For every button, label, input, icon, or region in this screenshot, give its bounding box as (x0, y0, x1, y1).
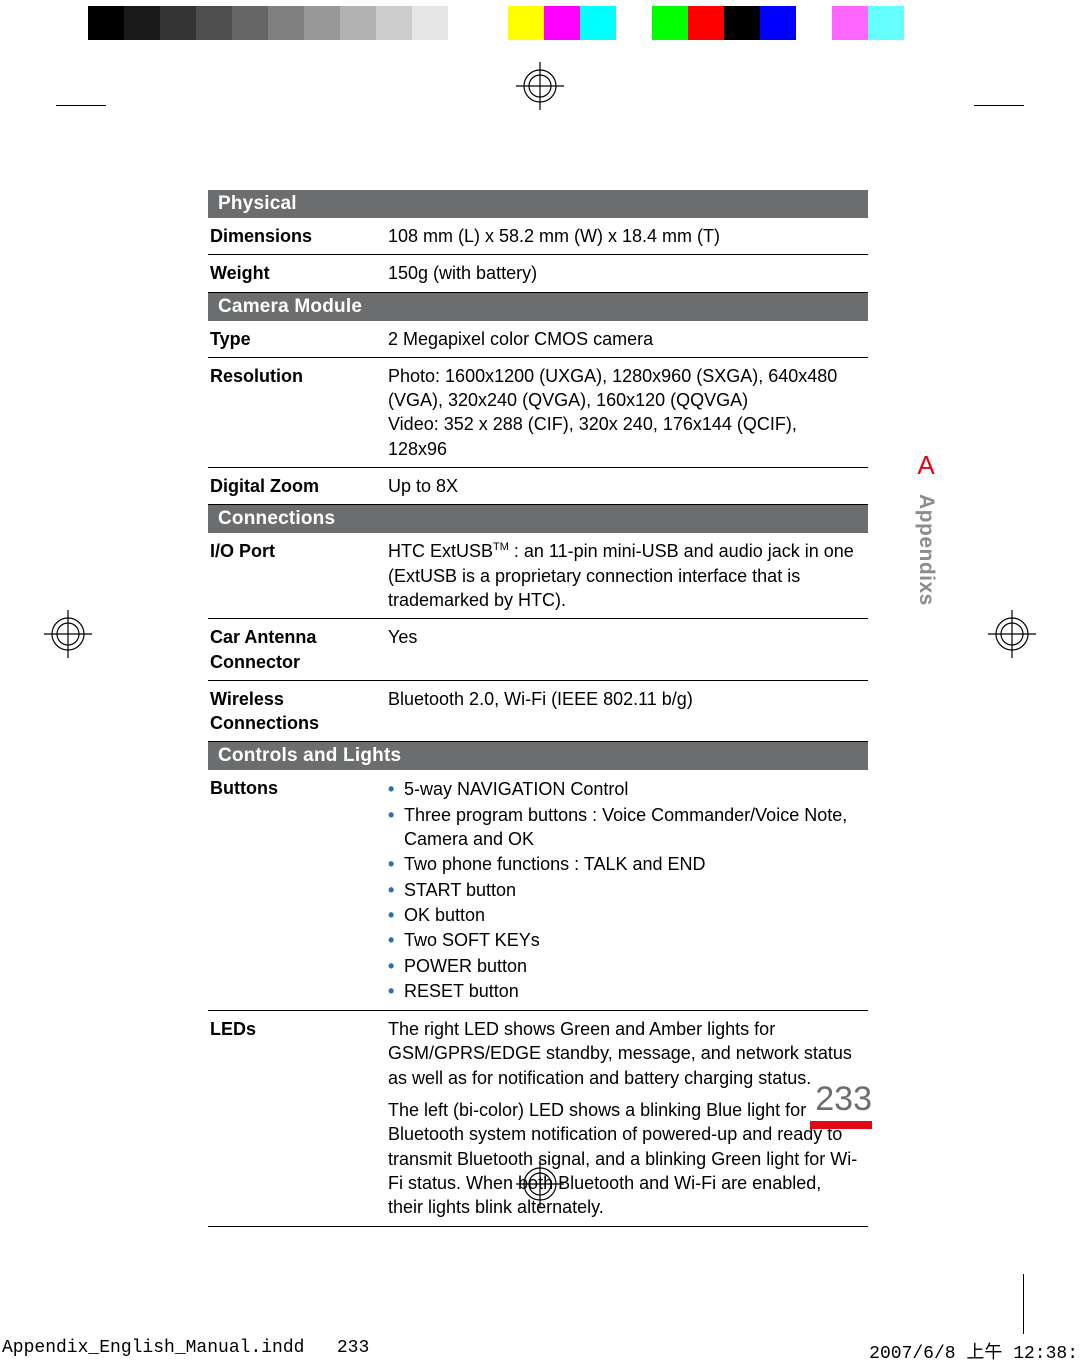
color-swatch (580, 6, 616, 40)
table-row: Weight150g (with battery) (208, 255, 868, 292)
color-swatch (412, 6, 448, 40)
spec-line: 108 mm (L) x 58.2 mm (W) x 18.4 mm (T) (388, 224, 858, 248)
color-swatch (0, 6, 88, 40)
list-item: Two SOFT KEYs (388, 928, 858, 952)
color-swatch (448, 6, 508, 40)
list-item: START button (388, 878, 858, 902)
page-number: 233 (810, 1080, 872, 1119)
specifications-table: PhysicalDimensions108 mm (L) x 58.2 mm (… (208, 190, 868, 1227)
spec-label: Car Antenna Connector (208, 619, 388, 681)
color-swatch (796, 6, 832, 40)
spec-label: Wireless Connections (208, 680, 388, 742)
spec-label: Resolution (208, 357, 388, 467)
table-row: I/O PortHTC ExtUSBTM : an 11-pin mini-US… (208, 533, 868, 618)
spec-label: Dimensions (208, 218, 388, 255)
spec-line: Up to 8X (388, 474, 858, 498)
spec-value: Bluetooth 2.0, Wi-Fi (IEEE 802.11 b/g) (388, 680, 868, 742)
page-number-block: 233 (810, 1080, 872, 1129)
spec-line: 150g (with battery) (388, 261, 858, 285)
spec-paragraph: The right LED shows Green and Amber ligh… (388, 1017, 858, 1090)
color-swatch (196, 6, 232, 40)
table-row: LEDsThe right LED shows Green and Amber … (208, 1011, 868, 1226)
bullet-list: 5-way NAVIGATION ControlThree program bu… (388, 777, 858, 1003)
color-swatch (904, 6, 996, 40)
table-row: Buttons5-way NAVIGATION ControlThree pro… (208, 770, 868, 1010)
color-swatch (88, 6, 124, 40)
color-swatch (160, 6, 196, 40)
spec-line: Photo: 1600x1200 (UXGA), 1280x960 (SXGA)… (388, 364, 858, 413)
section-title: Physical (208, 190, 868, 218)
color-swatch (508, 6, 544, 40)
list-item: OK button (388, 903, 858, 927)
table-row: Car Antenna ConnectorYes (208, 619, 868, 681)
table-row: Type2 Megapixel color CMOS camera (208, 321, 868, 358)
color-swatch (760, 6, 796, 40)
section-header-row: Connections (208, 505, 868, 534)
spec-line: Yes (388, 625, 858, 649)
color-swatch (688, 6, 724, 40)
color-calibration-bar (0, 6, 1080, 40)
crop-mark (56, 105, 106, 106)
color-swatch (868, 6, 904, 40)
spec-label: Weight (208, 255, 388, 292)
color-swatch (832, 6, 868, 40)
section-title: Camera Module (208, 292, 868, 321)
color-swatch (724, 6, 760, 40)
list-item: RESET button (388, 979, 858, 1003)
section-header-row: Controls and Lights (208, 742, 868, 771)
color-swatch (124, 6, 160, 40)
table-row: Dimensions108 mm (L) x 58.2 mm (W) x 18.… (208, 218, 868, 255)
section-header-row: Camera Module (208, 292, 868, 321)
side-tab-letter: A (912, 444, 940, 486)
list-item: Two phone functions : TALK and END (388, 852, 858, 876)
color-swatch (304, 6, 340, 40)
list-item: POWER button (388, 954, 858, 978)
spec-label: LEDs (208, 1011, 388, 1226)
slug-timestamp: 2007/6/8 上午 12:38: (869, 1338, 1078, 1364)
spec-label: I/O Port (208, 533, 388, 618)
spec-line: Bluetooth 2.0, Wi-Fi (IEEE 802.11 b/g) (388, 687, 858, 711)
section-title: Controls and Lights (208, 742, 868, 771)
list-item: Three program buttons : Voice Commander/… (388, 803, 858, 852)
spec-value: Up to 8X (388, 468, 868, 505)
spec-value: The right LED shows Green and Amber ligh… (388, 1011, 868, 1226)
registration-mark-icon (516, 62, 564, 110)
section-header-row: Physical (208, 190, 868, 218)
page-number-accent-bar (810, 1121, 872, 1129)
spec-paragraph: The left (bi-color) LED shows a blinking… (388, 1098, 858, 1219)
registration-mark-icon (988, 610, 1036, 658)
slug-file: Appendix_English_Manual.indd 233 (2, 1338, 369, 1364)
registration-mark-icon (44, 610, 92, 658)
indesign-slug: Appendix_English_Manual.indd 233 2007/6/… (0, 1338, 1080, 1364)
spec-value: 2 Megapixel color CMOS camera (388, 321, 868, 358)
section-title: Connections (208, 505, 868, 534)
crop-mark (974, 105, 1024, 106)
color-swatch (544, 6, 580, 40)
color-swatch (376, 6, 412, 40)
table-row: ResolutionPhoto: 1600x1200 (UXGA), 1280x… (208, 357, 868, 467)
spec-value: Yes (388, 619, 868, 681)
spec-value: 5-way NAVIGATION ControlThree program bu… (388, 770, 868, 1010)
list-item: 5-way NAVIGATION Control (388, 777, 858, 801)
spec-value: Photo: 1600x1200 (UXGA), 1280x960 (SXGA)… (388, 357, 868, 467)
spec-label: Buttons (208, 770, 388, 1010)
table-row: Wireless ConnectionsBluetooth 2.0, Wi-Fi… (208, 680, 868, 742)
spec-label: Type (208, 321, 388, 358)
spec-value: 108 mm (L) x 58.2 mm (W) x 18.4 mm (T) (388, 218, 868, 255)
color-swatch (268, 6, 304, 40)
spec-line: 2 Megapixel color CMOS camera (388, 327, 858, 351)
color-swatch (616, 6, 652, 40)
color-swatch (652, 6, 688, 40)
side-tab-label: Appendixs (914, 494, 938, 606)
spec-line: Video: 352 x 288 (CIF), 320x 240, 176x14… (388, 412, 858, 461)
crop-mark (1023, 1274, 1024, 1334)
spec-value: HTC ExtUSBTM : an 11-pin mini-USB and au… (388, 533, 868, 618)
page-content: PhysicalDimensions108 mm (L) x 58.2 mm (… (208, 190, 868, 1227)
appendix-side-tab: A Appendixs (912, 444, 940, 611)
spec-label: Digital Zoom (208, 468, 388, 505)
color-swatch (232, 6, 268, 40)
color-swatch (340, 6, 376, 40)
spec-value: 150g (with battery) (388, 255, 868, 292)
table-row: Digital ZoomUp to 8X (208, 468, 868, 505)
